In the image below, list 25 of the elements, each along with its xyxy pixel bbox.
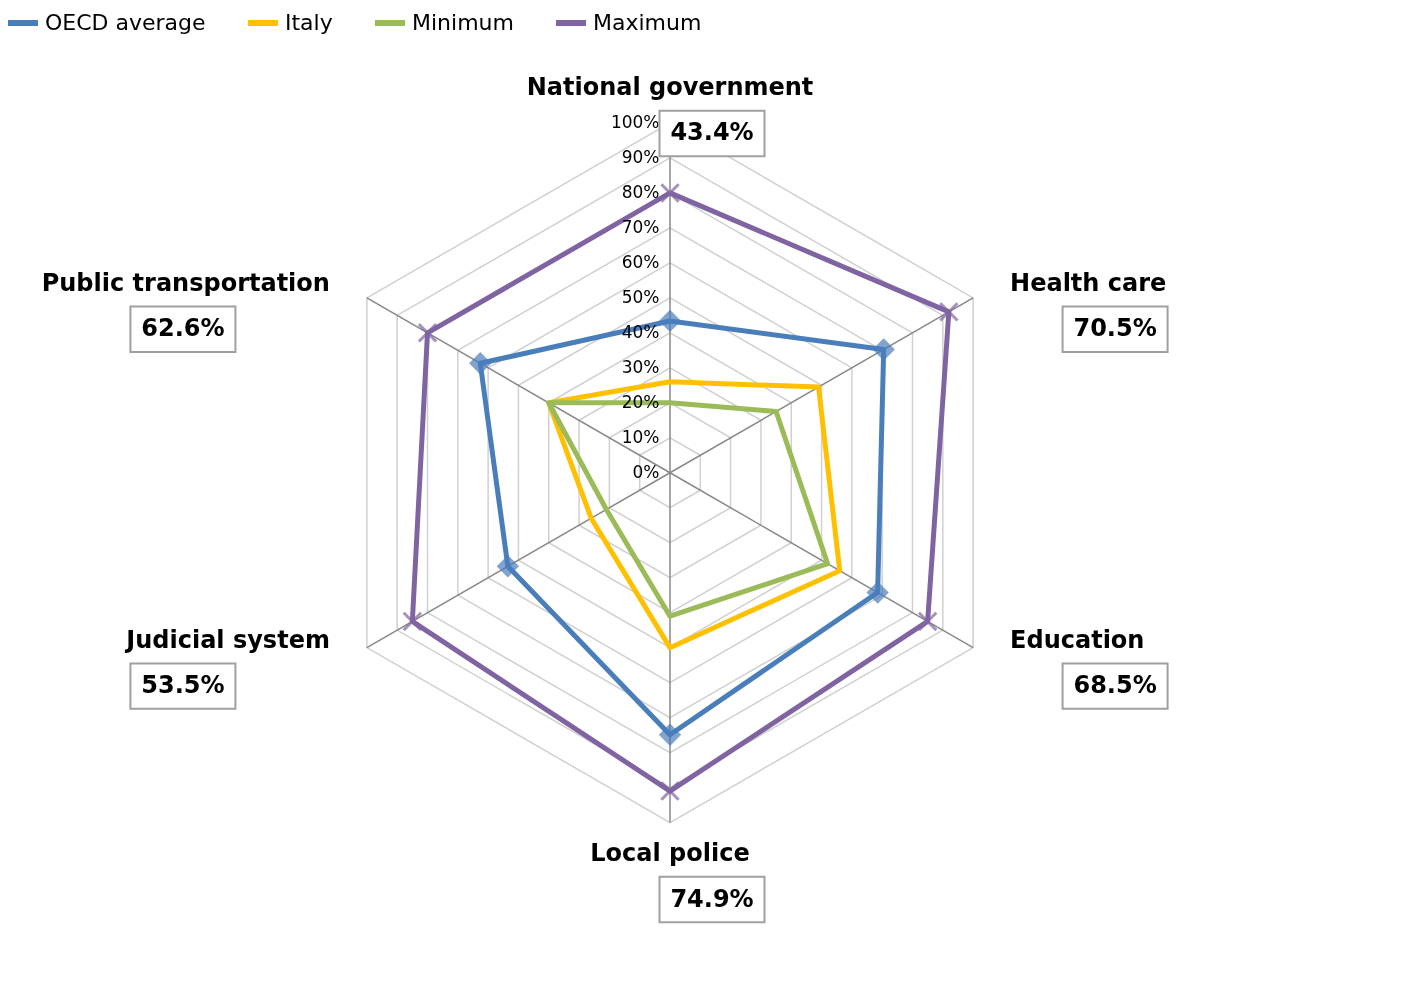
spoke-label: Health care <box>1010 268 1167 297</box>
spoke-label: National government <box>526 72 814 101</box>
text: 74.9% <box>670 884 754 913</box>
legend-label: Maximum <box>593 10 702 35</box>
text: 62.6% <box>141 314 225 343</box>
spoke-label: Public transportation <box>41 268 330 297</box>
text: 68.5% <box>1073 671 1157 700</box>
text: 53.5% <box>141 671 225 700</box>
spoke-label: Education <box>1010 625 1145 654</box>
y-tick-label: 0% <box>632 461 660 482</box>
text: 70.5% <box>1073 314 1157 343</box>
legend-label: OECD average <box>45 10 206 35</box>
y-tick-label: 70% <box>621 216 660 237</box>
y-tick-label: 100% <box>610 111 660 132</box>
y-tick-label: 80% <box>621 181 660 202</box>
y-tick-label: 90% <box>621 146 660 167</box>
y-tick-label: 60% <box>621 251 660 272</box>
text: 43.4% <box>670 118 754 147</box>
y-tick-label: 30% <box>621 356 660 377</box>
spoke-label: Local police <box>590 839 750 868</box>
legend-label: Minimum <box>412 10 514 35</box>
spoke-label: Judicial system <box>124 625 330 654</box>
legend-label: Italy <box>285 10 333 35</box>
y-tick-label: 10% <box>621 426 660 447</box>
y-tick-label: 50% <box>621 286 660 307</box>
